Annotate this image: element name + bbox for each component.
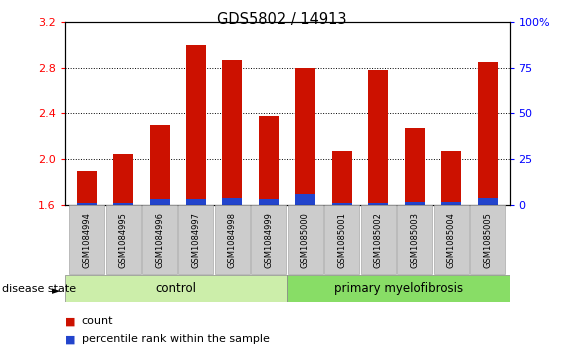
Bar xyxy=(77,203,97,205)
Bar xyxy=(252,205,287,274)
Bar xyxy=(470,205,505,274)
Text: GSM1084999: GSM1084999 xyxy=(265,212,274,268)
Bar xyxy=(477,62,498,205)
Bar xyxy=(178,205,213,274)
Bar xyxy=(332,151,352,205)
Bar xyxy=(441,151,461,205)
Text: percentile rank within the sample: percentile rank within the sample xyxy=(82,334,270,344)
Bar xyxy=(368,70,388,205)
Bar xyxy=(113,203,133,205)
Bar xyxy=(222,198,243,205)
Bar xyxy=(186,45,206,205)
Bar xyxy=(405,202,425,205)
Text: ►: ► xyxy=(52,286,61,297)
Text: GSM1084998: GSM1084998 xyxy=(228,212,237,268)
Bar xyxy=(296,193,315,205)
Bar xyxy=(287,275,510,302)
Text: GSM1084996: GSM1084996 xyxy=(155,212,164,268)
Bar xyxy=(106,205,141,274)
Bar xyxy=(222,60,243,205)
Bar xyxy=(477,198,498,205)
Bar xyxy=(69,205,104,274)
Bar xyxy=(441,202,461,205)
Bar xyxy=(77,171,97,205)
Bar xyxy=(361,205,396,274)
Text: GDS5802 / 14913: GDS5802 / 14913 xyxy=(217,12,346,27)
Bar xyxy=(288,205,323,274)
Bar xyxy=(368,203,388,205)
Bar xyxy=(405,129,425,205)
Bar xyxy=(150,199,169,205)
Bar xyxy=(332,203,352,205)
Text: disease state: disease state xyxy=(2,284,76,294)
Text: control: control xyxy=(155,282,196,295)
Text: GSM1084994: GSM1084994 xyxy=(82,212,91,268)
Text: GSM1085003: GSM1085003 xyxy=(410,212,419,268)
Bar xyxy=(296,68,315,205)
Bar xyxy=(186,199,206,205)
Text: ■: ■ xyxy=(65,334,75,344)
Text: GSM1085001: GSM1085001 xyxy=(337,212,346,268)
Text: GSM1084995: GSM1084995 xyxy=(119,212,128,268)
Bar xyxy=(259,199,279,205)
Bar xyxy=(434,205,468,274)
Bar xyxy=(150,125,169,205)
Text: GSM1085000: GSM1085000 xyxy=(301,212,310,268)
Bar xyxy=(397,205,432,274)
Bar xyxy=(113,154,133,205)
Text: GSM1085004: GSM1085004 xyxy=(446,212,455,268)
Text: count: count xyxy=(82,316,113,326)
Text: GSM1085002: GSM1085002 xyxy=(374,212,383,268)
Bar xyxy=(65,275,287,302)
Bar xyxy=(259,116,279,205)
Bar xyxy=(142,205,177,274)
Text: GSM1085005: GSM1085005 xyxy=(483,212,492,268)
Bar xyxy=(324,205,359,274)
Bar xyxy=(215,205,250,274)
Text: GSM1084997: GSM1084997 xyxy=(191,212,200,268)
Text: primary myelofibrosis: primary myelofibrosis xyxy=(334,282,463,295)
Text: ■: ■ xyxy=(65,316,75,326)
